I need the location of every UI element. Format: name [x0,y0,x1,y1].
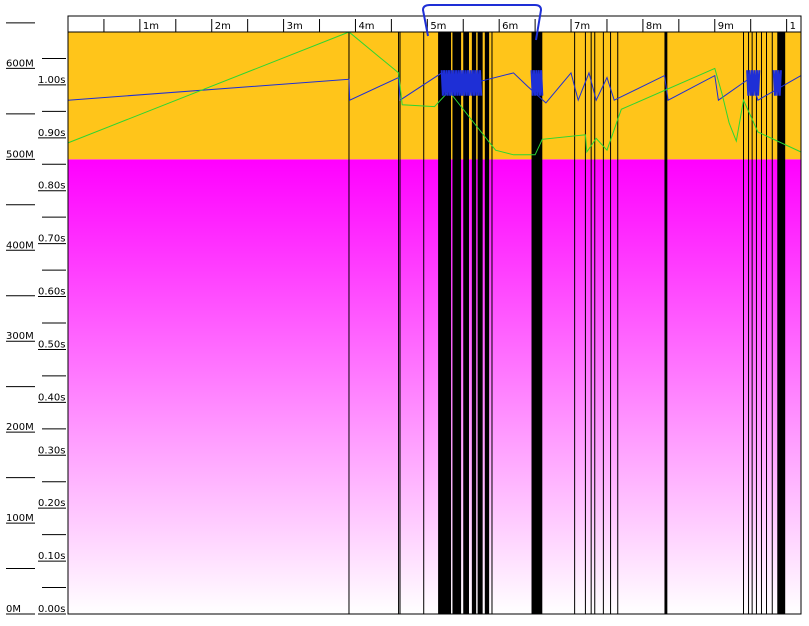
heap-used-region [68,159,801,614]
x-tick-label: 4m [358,21,374,32]
x-tick-label: 5m [430,21,446,32]
memory-tick-label: 0M [6,604,21,615]
x-tick-label: 3m [287,21,303,32]
time-tick-label: 0.00s [38,604,65,615]
time-tick-label: 0.40s [38,392,65,403]
series-burst [530,70,544,96]
x-tick-label: 8m [646,21,662,32]
gc-event-band [531,32,543,614]
time-tick-label: 0.10s [38,551,65,562]
time-tick-label: 0.90s [38,128,65,139]
series-burst [746,70,761,96]
series-burst [772,70,782,96]
gc-event-band [664,32,668,614]
selection-bracket[interactable] [421,4,543,41]
time-tick-label: 0.80s [38,181,65,192]
plot-border [67,15,802,615]
heap-total-region [68,32,801,160]
time-tick-label: 1.00s [38,75,65,86]
gc-event-band [484,32,490,614]
gc-event-band [777,32,786,614]
x-tick-label: 1 [790,21,796,32]
series-line-2 [67,31,802,156]
gc-event-band [438,32,452,614]
gc-event-band [452,32,462,614]
x-tick-label: 7m [574,21,590,32]
gc-event-band [477,32,483,614]
memory-tick-label: 400M [6,240,34,251]
time-tick-label: 0.50s [38,339,65,350]
memory-tick-label: 100M [6,513,34,524]
memory-tick-label: 600M [6,58,34,69]
memory-tick-label: 200M [6,422,34,433]
gc-event-band [463,32,469,614]
time-tick-label: 0.30s [38,445,65,456]
memory-tick-label: 300M [6,331,34,342]
x-tick-label: 1m [143,21,159,32]
time-tick-label: 0.20s [38,498,65,509]
gc-event-band [471,32,477,614]
memory-tick-label: 500M [6,149,34,160]
time-tick-label: 0.70s [38,234,65,245]
x-tick-label: 2m [215,21,231,32]
x-tick-label: 9m [718,21,734,32]
series-line-1 [67,71,802,104]
series-burst [440,70,483,96]
x-tick-label: 6m [502,21,518,32]
time-tick-label: 0.60s [38,287,65,298]
